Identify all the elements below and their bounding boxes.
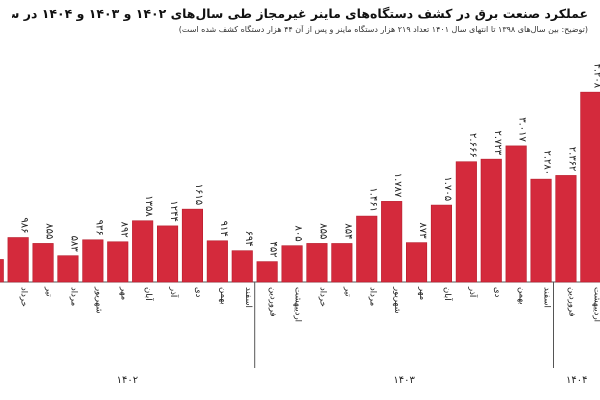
bar xyxy=(405,242,428,283)
bar xyxy=(455,161,477,283)
bar xyxy=(430,204,453,283)
year-label: ۱۴۰۳ xyxy=(393,375,415,386)
bar-value-label: ۱۶۱۵ xyxy=(193,184,204,205)
bar xyxy=(7,237,29,283)
bar xyxy=(107,241,129,283)
year-label: ۱۴۰۲ xyxy=(117,375,138,386)
month-label: مرداد xyxy=(367,287,377,306)
bar-value-label: ۱.۷۰۵ xyxy=(442,176,453,201)
month-label: فروردین xyxy=(268,287,278,317)
month-label: تیر xyxy=(44,286,54,297)
bar xyxy=(157,225,179,283)
month-label: اردیبهشت xyxy=(293,287,303,322)
bar-value-label: ۵۸۳ xyxy=(68,236,79,253)
month-label: آذر xyxy=(467,286,479,298)
chart-title: عملکرد صنعت برق در کشف دستگاه‌های ماینر … xyxy=(12,6,588,21)
bar xyxy=(331,243,353,283)
bar xyxy=(231,250,253,283)
bar-value-label: ۱۳۵۸ xyxy=(143,195,154,217)
bar xyxy=(82,239,104,283)
bar-value-label: ۸۹۲ xyxy=(118,222,129,238)
bar xyxy=(132,220,154,283)
bar-value-label: ۴.۲۰۸ xyxy=(591,63,600,88)
bar xyxy=(306,243,328,283)
bar-value-label: ۶۹۴ xyxy=(243,231,254,247)
bar xyxy=(480,158,502,283)
bar xyxy=(580,91,600,283)
month-label: مرداد xyxy=(68,287,78,306)
bar xyxy=(57,255,79,283)
bar-value-label: ۱۲۴۴ xyxy=(168,200,179,221)
bar-value-label: ۸۵۵ xyxy=(44,223,55,239)
bar-value-label: ۸۵۵ xyxy=(317,223,328,239)
bar-value-label: ۸۰۵ xyxy=(293,226,304,242)
month-label: آذر xyxy=(168,286,180,298)
month-label: مهر xyxy=(118,286,128,300)
month-label: خرداد xyxy=(19,287,29,307)
bar-value-label: ۲.۳۶۲ xyxy=(566,147,577,172)
month-label: فروردین xyxy=(566,287,576,317)
bar xyxy=(555,175,577,283)
month-label: اردیبهشت xyxy=(591,287,600,322)
month-label: مهر xyxy=(417,286,427,300)
bar-value-label: ۳.۰۱۷ xyxy=(517,117,528,142)
bar-value-label: ۱.۴۶۱ xyxy=(367,187,378,212)
bar xyxy=(381,201,403,283)
bar xyxy=(281,245,303,283)
bar-value-label: ۹۸۶ xyxy=(19,217,30,233)
month-label: اسفند xyxy=(542,287,552,308)
bar-value-label: ۴۵۲ xyxy=(268,241,279,257)
month-label: بهمن xyxy=(218,287,228,305)
bar xyxy=(0,259,4,283)
month-label: آبان xyxy=(442,287,454,301)
chart-subtitle: (توضیح: بین سال‌های ۱۳۹۸ تا انتهای سال ۱… xyxy=(178,25,588,34)
bar xyxy=(206,240,228,283)
month-label: شهریور xyxy=(392,286,402,314)
bar xyxy=(32,243,54,283)
bar-value-label: ۱.۷۸۷ xyxy=(392,173,403,198)
bar xyxy=(256,261,278,283)
month-label: دی xyxy=(492,287,502,298)
bar-value-label: ۸۷۳ xyxy=(417,222,428,239)
bar-value-label: ۹۱۴ xyxy=(218,221,229,237)
bar-value-label: ۸۵۴ xyxy=(342,223,353,239)
bar-value-label: ۲.۲۸۰ xyxy=(542,150,553,175)
month-label: اسفند xyxy=(243,287,253,308)
bar xyxy=(505,145,527,283)
bar-value-label: ۲.۷۲۳ xyxy=(492,130,503,155)
month-label: خرداد xyxy=(317,287,327,307)
bar xyxy=(181,208,203,283)
bar-value-label: ۹۳۶ xyxy=(93,220,104,236)
bar xyxy=(530,178,552,283)
bar-value-label: ۲.۶۶۶ xyxy=(467,133,478,158)
month-label: تیر xyxy=(342,286,352,297)
month-label: دی xyxy=(193,287,203,298)
month-label: بهمن xyxy=(517,287,527,305)
month-label: آبان xyxy=(143,287,155,301)
month-label: شهریور xyxy=(93,286,103,314)
bar xyxy=(356,215,378,283)
year-label: ۱۴۰۴ xyxy=(566,375,587,386)
